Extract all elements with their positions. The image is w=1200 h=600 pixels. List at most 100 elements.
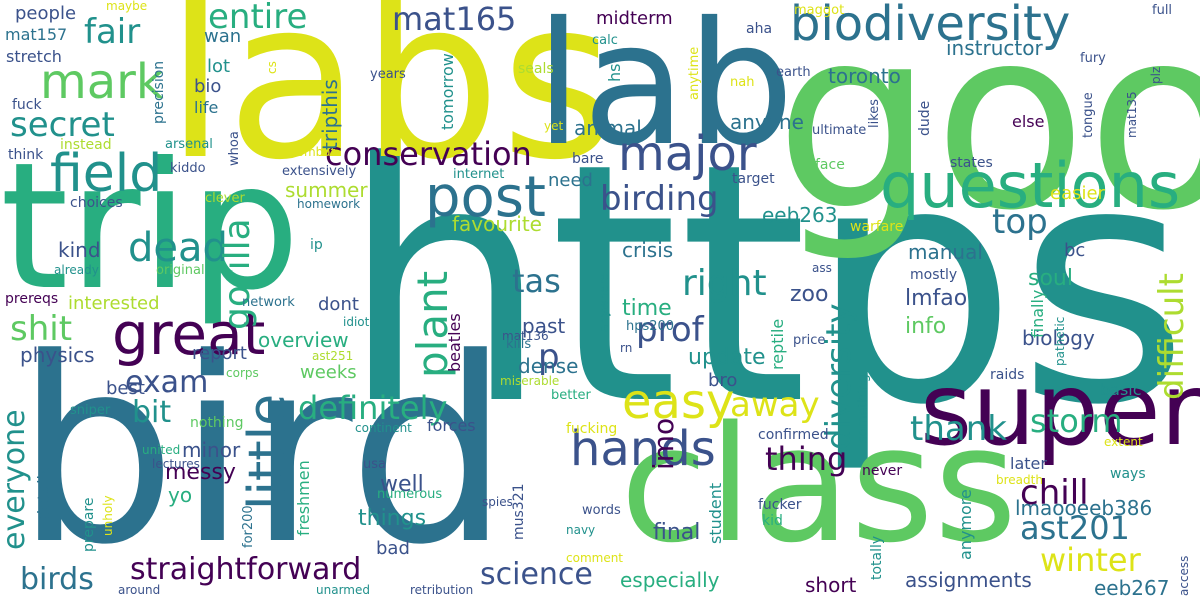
word-later: later xyxy=(1010,454,1047,473)
word-tongue: tongue xyxy=(1081,92,1096,138)
word-exam: exam xyxy=(125,365,209,400)
word-likes: likes xyxy=(867,98,882,128)
word-choices: choices xyxy=(70,195,123,211)
word-winter: winter xyxy=(1040,541,1141,579)
word-bro: bro xyxy=(708,370,738,391)
word-price: price xyxy=(793,333,826,348)
word-tas: tas xyxy=(512,262,561,300)
word-clever: clever xyxy=(205,191,245,206)
word-arsenal: arsenal xyxy=(165,137,213,152)
word-ast201: ast201 xyxy=(1020,509,1130,547)
word-finally: finally xyxy=(1028,289,1047,338)
word-freshmen: freshmen xyxy=(294,460,313,536)
word-little: little xyxy=(238,393,298,510)
word-hs: hs xyxy=(605,63,624,82)
word-short: short xyxy=(805,573,857,597)
word-breadth: breadth xyxy=(996,473,1043,487)
word-mat135: mat135 xyxy=(1125,91,1139,138)
word-forces: forces xyxy=(427,416,476,435)
word-lot: lot xyxy=(207,56,231,77)
word-definitely: definitely xyxy=(298,389,448,427)
word-update: update xyxy=(688,345,766,370)
word-prof: prof xyxy=(636,310,704,350)
word-conservation: conservation xyxy=(325,135,532,173)
word-idiot: idiot xyxy=(343,315,370,329)
word-warfare: warfare xyxy=(850,219,904,235)
word-words: words xyxy=(582,503,621,518)
word-life: life xyxy=(194,98,219,117)
word-details: details xyxy=(34,466,53,520)
word-else: else xyxy=(1012,112,1045,131)
word-thing: thing xyxy=(765,440,848,478)
word-dude: dude xyxy=(917,100,933,136)
word-comment: comment xyxy=(566,551,624,565)
word-mus321: mus321 xyxy=(511,483,527,540)
word-mat136: mat136 xyxy=(502,329,549,343)
word-trip: trip xyxy=(0,126,301,329)
word-hands: hands xyxy=(570,421,716,477)
word-straightforward: straightforward xyxy=(130,552,362,587)
word-never: never xyxy=(862,463,903,479)
word-totally: totally xyxy=(869,535,885,580)
word-p: p xyxy=(538,337,560,377)
word-instructor: instructor xyxy=(946,36,1043,60)
word-face: face xyxy=(815,157,845,173)
word-cs: cs xyxy=(265,61,279,74)
word-entire: entire xyxy=(208,0,308,37)
word-homework: homework xyxy=(297,197,361,211)
word-for200: for200 xyxy=(241,505,256,548)
word-numerous: numerous xyxy=(377,487,443,502)
word-calc: calc xyxy=(592,33,618,48)
word-earth: earth xyxy=(776,65,811,80)
word-ast251: ast251 xyxy=(312,349,354,363)
word-chill: chill xyxy=(1020,473,1089,513)
word-lectures: lectures xyxy=(152,457,200,471)
word-basic: basic xyxy=(1100,380,1142,399)
word-gorilla: gorilla xyxy=(217,218,258,330)
word-anytime: anytime xyxy=(687,46,702,100)
word-great: great xyxy=(112,300,266,368)
word-good: good xyxy=(775,0,1200,265)
word-target: target xyxy=(732,171,775,187)
word-bc: bc xyxy=(1064,240,1086,261)
word-top: top xyxy=(992,202,1048,242)
word-away: away xyxy=(730,385,820,425)
word-minor: minor xyxy=(182,438,241,462)
word-dense: dense xyxy=(518,354,579,378)
word-shit: shit xyxy=(10,309,73,349)
word-easy: easy xyxy=(622,374,735,430)
word-everyone: everyone xyxy=(0,409,32,550)
word-anymore: anymore xyxy=(956,489,975,560)
word-yet: yet xyxy=(544,119,564,133)
word-aha: aha xyxy=(746,21,773,37)
word-reptile: reptile xyxy=(768,318,787,370)
word-bad: bad xyxy=(376,538,410,559)
word-maybe: maybe xyxy=(106,0,148,13)
word-sniper: sniper xyxy=(70,403,111,418)
word-seals: seals xyxy=(518,61,554,77)
word-student: student xyxy=(706,482,725,544)
word-especially: especially xyxy=(620,568,720,592)
word-pathetic: pathetic xyxy=(1053,316,1067,366)
word-anyone: anyone xyxy=(730,110,804,134)
word-tomorrow: tomorrow xyxy=(438,53,457,130)
word-manual: manual xyxy=(908,240,983,264)
word-wan: wan xyxy=(204,26,242,47)
word-continent: continent xyxy=(355,421,412,435)
word-fuck: fuck xyxy=(12,97,42,113)
word-info: info xyxy=(905,314,947,339)
word-corps: corps xyxy=(226,366,259,380)
word-physics: physics xyxy=(20,343,95,367)
word-https: https xyxy=(340,93,1190,477)
word-bird: bird xyxy=(15,304,510,600)
word-miserable: miserable xyxy=(500,374,560,388)
word-questions: questions xyxy=(880,149,1181,222)
word-ways: ways xyxy=(1110,466,1146,482)
word-well: well xyxy=(380,472,424,497)
word-already: already xyxy=(54,263,99,277)
word-bare: bare xyxy=(572,151,604,167)
word-think: think xyxy=(8,147,44,163)
word-mostly: mostly xyxy=(910,267,958,283)
word-kid: kid xyxy=(762,513,783,529)
